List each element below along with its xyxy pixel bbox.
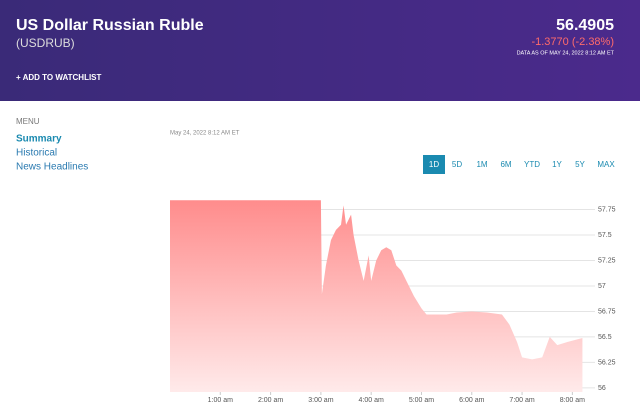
y-tick-label: 56 xyxy=(598,385,606,392)
price-area xyxy=(170,200,583,392)
change: -1.3770 (-2.38%) xyxy=(531,36,614,48)
header-band xyxy=(0,0,640,101)
range-button[interactable]: 5D xyxy=(452,160,462,169)
title: US Dollar Russian Ruble xyxy=(16,17,204,34)
watchlist-button[interactable]: + ADD TO WATCHLIST xyxy=(16,73,102,82)
y-tick-label: 57 xyxy=(598,283,606,290)
range-button[interactable]: MAX xyxy=(597,160,615,169)
symbol: (USDRUB) xyxy=(16,36,75,50)
range-button[interactable]: 1Y xyxy=(552,160,562,169)
range-button[interactable]: YTD xyxy=(524,160,540,169)
y-tick-label: 57.5 xyxy=(598,232,612,239)
range-selected xyxy=(423,155,445,174)
x-tick-label: 4:00 am xyxy=(359,397,384,404)
as-of: DATA AS OF MAY 24, 2022 8:12 AM ET xyxy=(517,50,615,56)
x-tick-label: 8:00 am xyxy=(560,397,585,404)
menu-item[interactable]: News Headlines xyxy=(16,162,88,173)
range-button[interactable]: 5Y xyxy=(575,160,585,169)
menu-item[interactable]: Historical xyxy=(16,148,57,159)
range-button[interactable]: 1M xyxy=(476,160,487,169)
range-button[interactable]: 6M xyxy=(500,160,511,169)
x-tick-label: 5:00 am xyxy=(409,397,434,404)
x-tick-label: 7:00 am xyxy=(509,397,534,404)
price: 56.4905 xyxy=(556,17,614,34)
y-tick-label: 56.5 xyxy=(598,334,612,341)
x-tick-label: 6:00 am xyxy=(459,397,484,404)
range-button[interactable]: 1D xyxy=(429,160,439,169)
menu-item[interactable]: Summary xyxy=(16,134,62,145)
y-tick-label: 56.75 xyxy=(598,308,616,315)
x-tick-label: 3:00 am xyxy=(308,397,333,404)
menu-title: MENU xyxy=(16,117,40,126)
y-tick-label: 56.25 xyxy=(598,359,616,366)
y-tick-label: 57.25 xyxy=(598,257,616,264)
x-tick-label: 1:00 am xyxy=(208,397,233,404)
timestamp: May 24, 2022 8:12 AM ET xyxy=(170,131,240,137)
x-tick-label: 2:00 am xyxy=(258,397,283,404)
y-tick-label: 57.75 xyxy=(598,206,616,213)
